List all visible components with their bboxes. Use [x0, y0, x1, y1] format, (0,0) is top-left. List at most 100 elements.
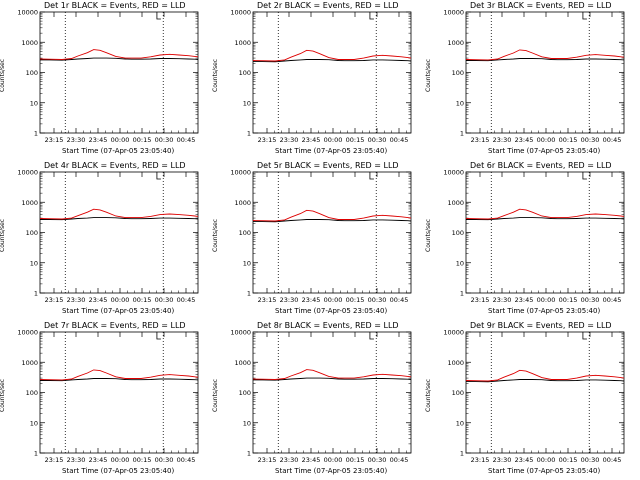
lld-line: [465, 369, 625, 382]
x-tick-label: 00:30: [155, 456, 174, 464]
x-tick-label: 23:30: [280, 136, 299, 144]
chart-title: Det 1r BLACK = Events, RED = LLD: [44, 1, 186, 10]
x-tick-label: 23:45: [302, 456, 321, 464]
x-axis-label: Start Time (07-Apr-05 23:05:40): [488, 307, 601, 315]
y-tick-label: 10000: [230, 9, 251, 17]
y-tick-label: 10000: [17, 9, 38, 17]
x-tick-label: 23:45: [302, 296, 321, 304]
y-tick-label: 10: [456, 419, 464, 427]
plot-svg: 1 10 100 1000 10000 23:15 23:30 23:45 00:00 00:15…: [17, 9, 199, 144]
x-tick-label: 00:30: [581, 456, 600, 464]
y-tick-label: 1: [247, 450, 251, 458]
plot-frame: [465, 171, 625, 294]
x-tick-label: 00:45: [603, 456, 622, 464]
y-tick-label: 100: [26, 389, 38, 397]
y-tick-label: 1000: [447, 359, 464, 367]
events-line: [253, 377, 412, 381]
y-tick-label: 10000: [230, 169, 251, 177]
y-tick-label: 10: [30, 259, 38, 267]
y-tick-label: 10000: [17, 169, 38, 177]
x-tick-label: 00:15: [559, 136, 578, 144]
detector-panel-6: Det 6r BLACK = Events, RED = LLD Counts/s…: [425, 160, 639, 320]
x-axis-label: Start Time (07-Apr-05 23:05:40): [62, 307, 175, 315]
x-tick-label: 23:15: [258, 136, 277, 144]
x-tick-label: 23:45: [515, 296, 534, 304]
time-marker-bracket: [156, 172, 161, 180]
y-tick-label: 10: [243, 419, 251, 427]
lld-line: [252, 369, 412, 380]
x-tick-label: 00:00: [537, 456, 556, 464]
events-line: [253, 59, 412, 63]
x-tick-label: 00:00: [111, 456, 130, 464]
x-tick-label: 00:30: [581, 296, 600, 304]
time-marker-bracket: [582, 172, 587, 180]
y-tick-label: 10000: [443, 9, 464, 17]
x-tick-label: 23:15: [258, 296, 277, 304]
x-tick-label: 00:00: [111, 296, 130, 304]
events-line: [253, 219, 412, 223]
x-tick-label: 23:45: [515, 456, 534, 464]
y-tick-label: 100: [239, 389, 251, 397]
lld-line: [39, 49, 199, 60]
x-tick-label: 23:45: [515, 136, 534, 144]
events-line: [466, 379, 625, 383]
lld-line: [465, 49, 625, 61]
x-tick-label: 00:00: [537, 296, 556, 304]
x-tick-label: 23:30: [280, 296, 299, 304]
y-tick-label: 1000: [447, 199, 464, 207]
x-tick-label: 23:15: [471, 456, 490, 464]
x-tick-label: 23:30: [67, 136, 86, 144]
time-marker-bracket: [156, 12, 161, 20]
x-tick-label: 00:45: [603, 296, 622, 304]
x-tick-label: 00:15: [133, 136, 152, 144]
y-tick-label: 1: [460, 450, 464, 458]
chart-title: Det 9r BLACK = Events, RED = LLD: [470, 321, 612, 330]
y-tick-label: 100: [239, 229, 251, 237]
x-tick-label: 00:45: [390, 136, 409, 144]
x-tick-label: 00:30: [581, 136, 600, 144]
chart-title: Det 5r BLACK = Events, RED = LLD: [257, 161, 399, 170]
time-marker-bracket: [156, 332, 161, 340]
y-tick-label: 1000: [234, 359, 251, 367]
chart-title: Det 4r BLACK = Events, RED = LLD: [44, 161, 186, 170]
plot-frame: [252, 331, 412, 454]
x-tick-label: 00:00: [324, 296, 343, 304]
x-tick-label: 00:00: [537, 136, 556, 144]
detector-panel-9: Det 9r BLACK = Events, RED = LLD Counts/s…: [425, 320, 639, 480]
y-tick-label: 100: [26, 229, 38, 237]
x-tick-label: 23:30: [280, 456, 299, 464]
y-tick-label: 100: [26, 69, 38, 77]
lld-line: [252, 209, 412, 222]
y-tick-label: 1: [460, 290, 464, 298]
plot-svg: 1 10 100 1000 10000 23:15 23:30 23:45 00:00 00:15…: [17, 169, 199, 304]
x-tick-label: 23:30: [67, 456, 86, 464]
x-tick-label: 23:15: [471, 136, 490, 144]
x-tick-label: 23:15: [45, 296, 64, 304]
y-tick-label: 10000: [443, 329, 464, 337]
plot-frame: [252, 171, 412, 294]
x-tick-label: 00:15: [133, 456, 152, 464]
x-tick-label: 23:45: [302, 136, 321, 144]
y-tick-label: 1000: [234, 199, 251, 207]
x-tick-label: 23:45: [89, 296, 108, 304]
y-tick-label: 10000: [17, 329, 38, 337]
events-line: [466, 217, 625, 221]
y-tick-label: 10: [456, 99, 464, 107]
x-tick-label: 00:30: [155, 136, 174, 144]
y-tick-label: 1: [34, 450, 38, 458]
x-tick-label: 00:15: [559, 296, 578, 304]
detector-panel-8: Det 8r BLACK = Events, RED = LLD Counts/s…: [212, 320, 426, 480]
y-tick-label: 1000: [21, 199, 38, 207]
x-axis-label: Start Time (07-Apr-05 23:05:40): [62, 467, 175, 475]
detector-panel-4: Det 4r BLACK = Events, RED = LLD Counts/s…: [0, 160, 213, 320]
x-tick-label: 00:30: [368, 136, 387, 144]
lld-line: [465, 208, 625, 220]
plot-frame: [39, 331, 199, 454]
y-tick-label: 1: [34, 290, 38, 298]
chart-title: Det 3r BLACK = Events, RED = LLD: [470, 1, 612, 10]
x-tick-label: 00:45: [177, 136, 196, 144]
x-axis-label: Start Time (07-Apr-05 23:05:40): [275, 467, 388, 475]
x-tick-label: 00:00: [111, 136, 130, 144]
events-line: [40, 217, 199, 221]
y-tick-label: 100: [452, 389, 464, 397]
